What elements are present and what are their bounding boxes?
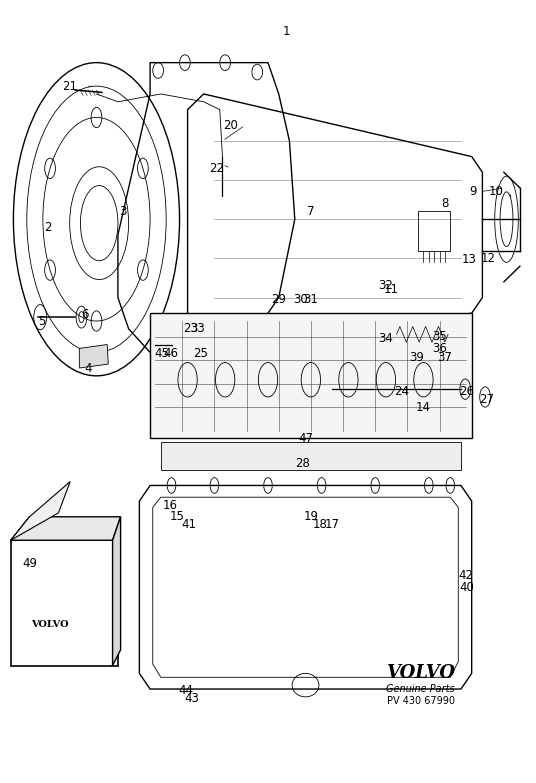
Text: 47: 47 [298, 432, 313, 445]
Polygon shape [11, 482, 70, 540]
Text: 10: 10 [488, 186, 503, 198]
Text: 14: 14 [416, 401, 431, 413]
Text: 12: 12 [480, 252, 495, 265]
Text: 2: 2 [44, 221, 52, 233]
Text: Genuine Parts: Genuine Parts [386, 684, 455, 694]
Text: 27: 27 [479, 393, 494, 406]
Text: 34: 34 [378, 332, 393, 345]
Text: 39: 39 [410, 352, 425, 364]
Text: 30: 30 [293, 294, 308, 306]
FancyBboxPatch shape [161, 442, 461, 470]
Text: 25: 25 [193, 348, 209, 360]
Text: 35: 35 [432, 330, 447, 343]
Text: 15: 15 [169, 511, 184, 523]
Text: VOLVO: VOLVO [386, 665, 455, 682]
Text: 24: 24 [394, 385, 410, 398]
Text: 13: 13 [461, 254, 477, 266]
Text: 29: 29 [271, 293, 286, 305]
Text: 31: 31 [303, 294, 318, 306]
Text: 6: 6 [81, 309, 88, 321]
Text: 36: 36 [432, 342, 447, 355]
Text: 18: 18 [313, 518, 328, 531]
Text: 7: 7 [307, 205, 315, 218]
Text: 45: 45 [154, 348, 169, 360]
Text: 1: 1 [283, 25, 291, 38]
Text: 33: 33 [190, 323, 205, 335]
Polygon shape [113, 517, 121, 666]
Text: 42: 42 [459, 569, 474, 582]
Text: 43: 43 [184, 692, 199, 705]
Text: 20: 20 [223, 119, 238, 132]
Text: 5: 5 [38, 315, 46, 327]
Text: 8: 8 [441, 197, 449, 210]
Text: 17: 17 [325, 518, 340, 531]
Polygon shape [11, 517, 121, 540]
Text: 21: 21 [62, 80, 77, 92]
Text: 26: 26 [459, 385, 474, 398]
Text: 19: 19 [303, 511, 318, 523]
Text: 11: 11 [384, 283, 399, 296]
Text: 16: 16 [163, 500, 178, 512]
Text: VOLVO: VOLVO [32, 619, 69, 629]
Text: 41: 41 [181, 518, 196, 531]
Text: 28: 28 [295, 457, 310, 470]
Text: 44: 44 [178, 684, 193, 697]
Text: 9: 9 [469, 186, 477, 198]
Text: 49: 49 [22, 557, 37, 570]
Text: PV 430 67990: PV 430 67990 [387, 696, 455, 705]
Text: 40: 40 [459, 581, 474, 594]
Text: 37: 37 [437, 352, 452, 364]
Text: 46: 46 [163, 348, 178, 360]
Text: 23: 23 [183, 323, 198, 335]
Text: 4: 4 [85, 362, 92, 374]
Text: 32: 32 [378, 280, 393, 292]
FancyBboxPatch shape [150, 313, 472, 438]
Polygon shape [79, 345, 108, 368]
Text: 3: 3 [120, 205, 127, 218]
Text: 22: 22 [210, 162, 225, 175]
FancyBboxPatch shape [11, 540, 118, 666]
